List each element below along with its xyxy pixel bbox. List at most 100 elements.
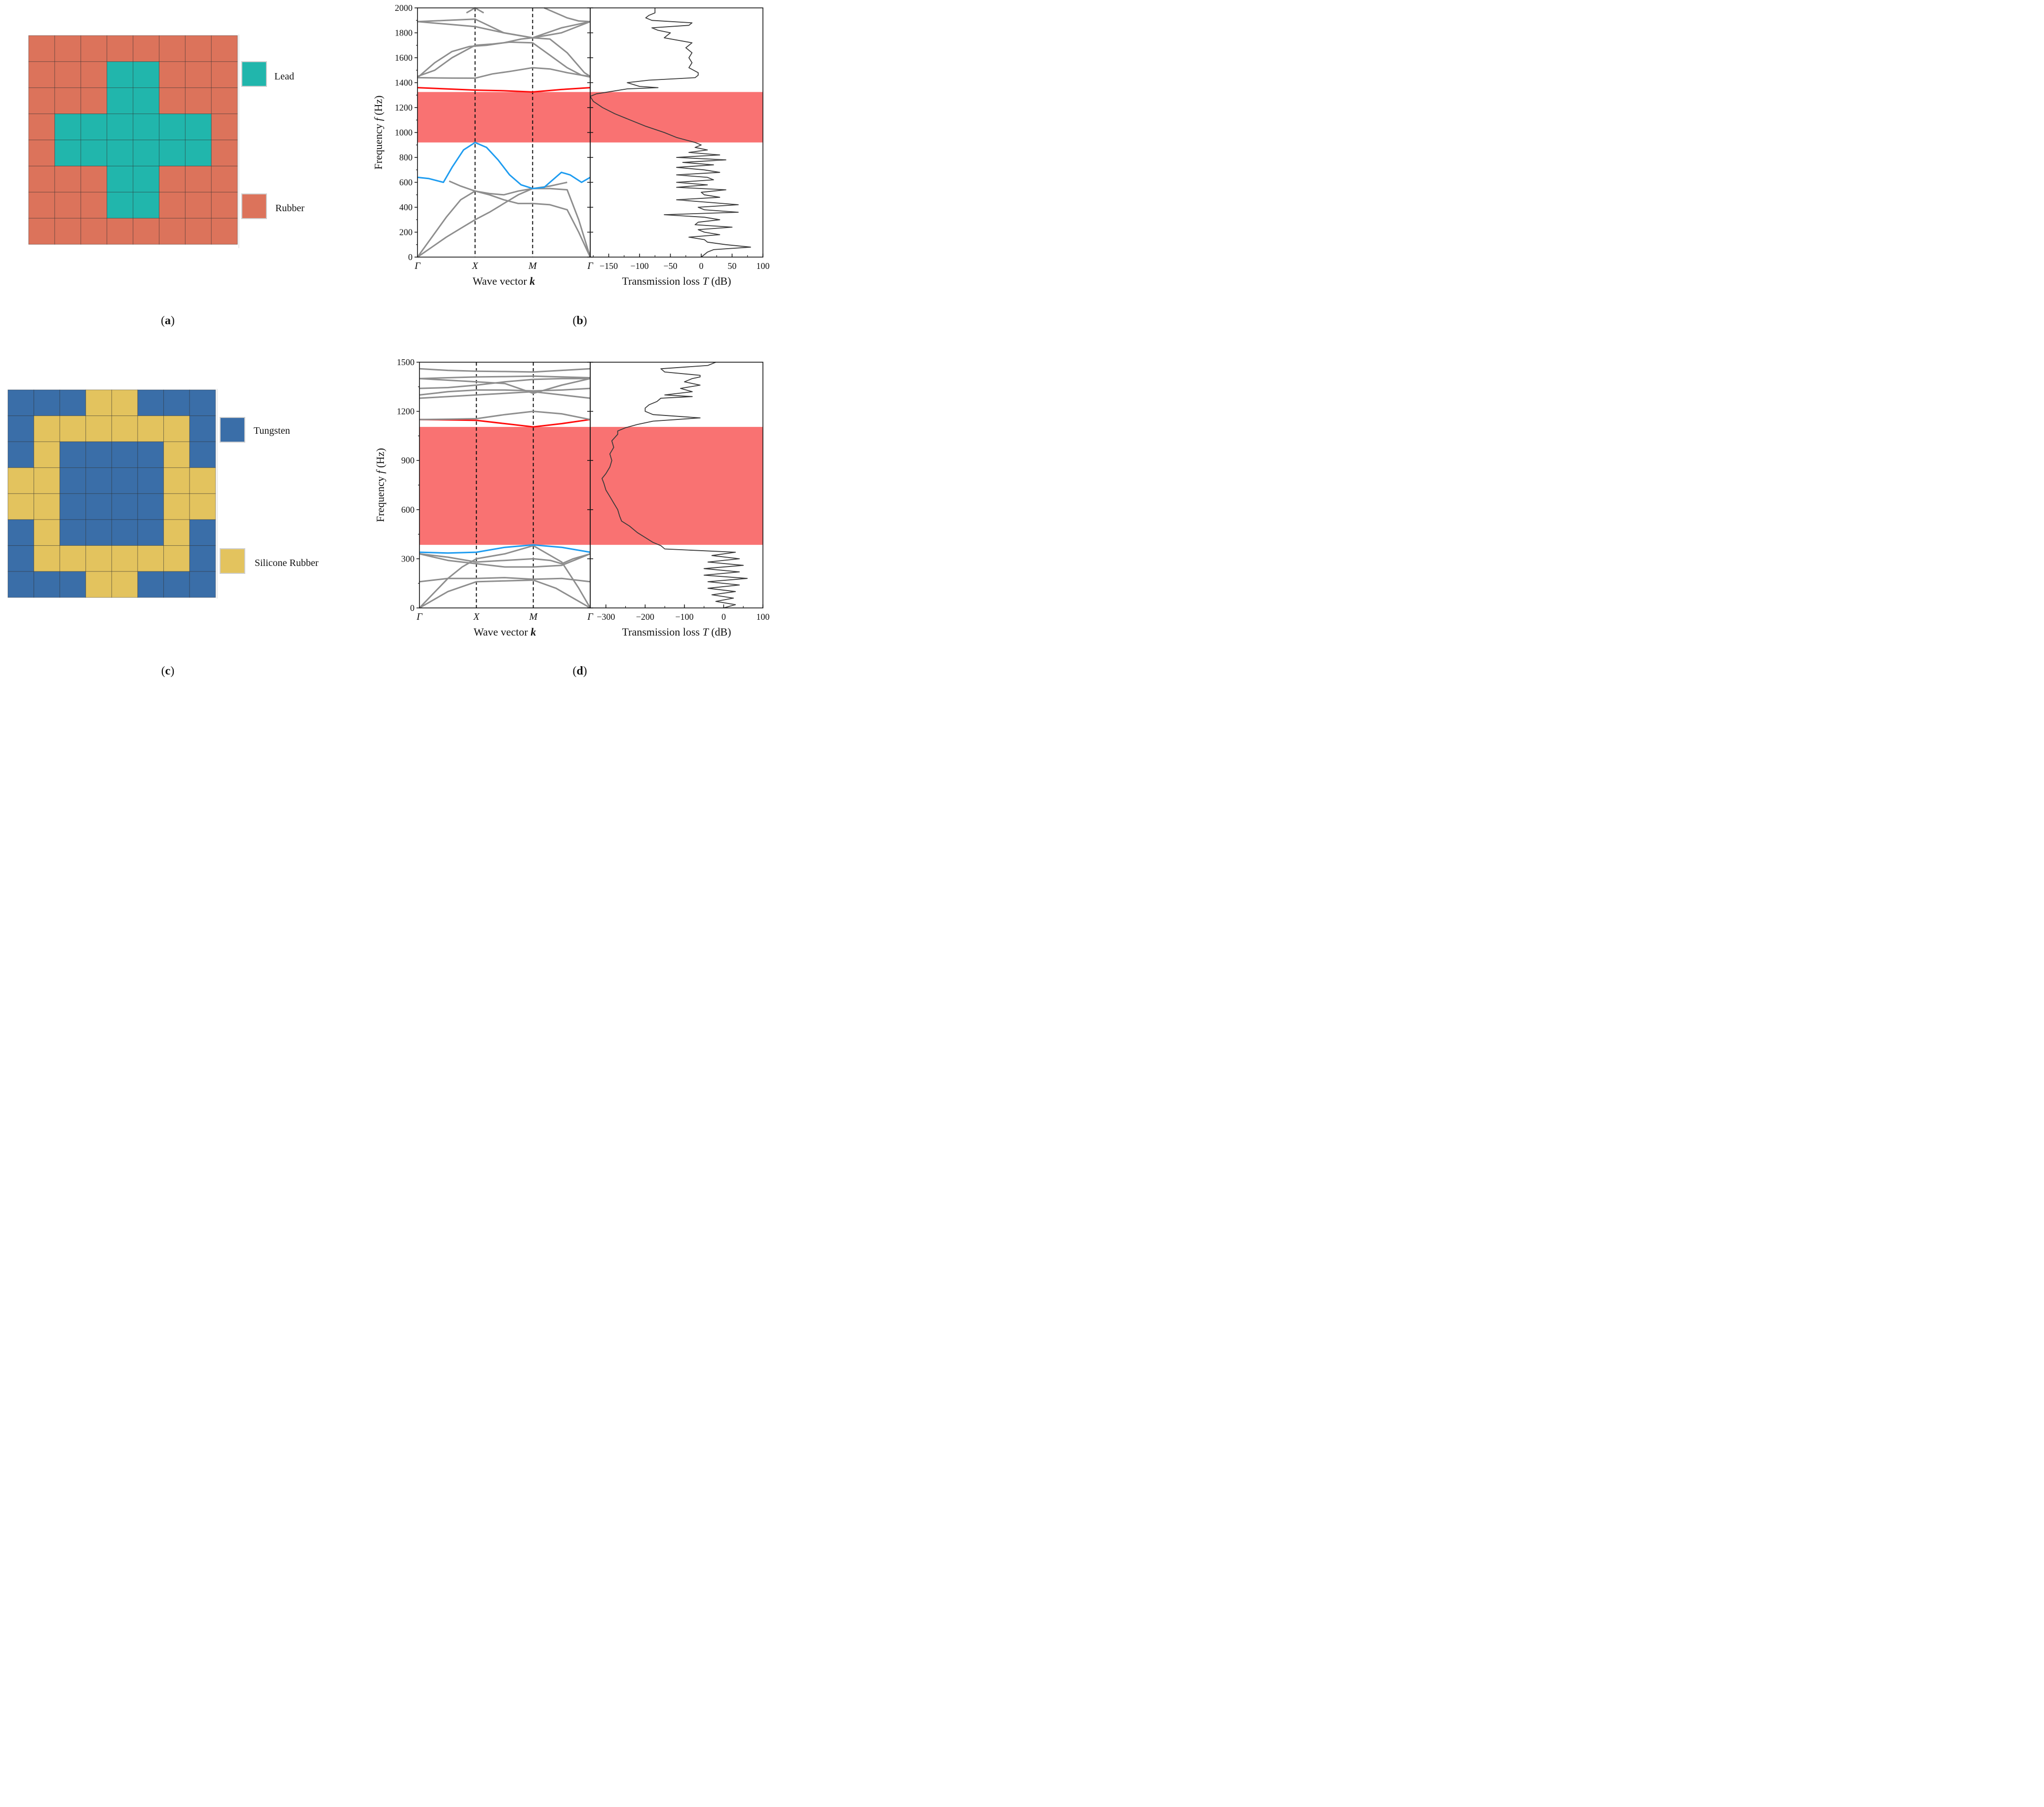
rubber-cell <box>185 61 212 88</box>
rubber-label: Rubber <box>275 203 304 214</box>
tungsten-cell <box>59 493 86 520</box>
tungsten-cell <box>7 519 35 546</box>
y-tick-label: 2000 <box>395 3 413 13</box>
silicone-rubber-cell <box>85 389 112 416</box>
tungsten-cell <box>7 441 35 468</box>
caption-d-letter: d <box>576 665 583 678</box>
band-2-curve <box>416 190 591 258</box>
silicone-rubber-swatch <box>220 548 245 574</box>
silicone-rubber-cell <box>85 571 112 598</box>
band-4-curve <box>419 553 591 568</box>
silicone-rubber-cell <box>137 415 164 442</box>
y-tick-label: 1200 <box>397 407 415 416</box>
wave-vector-label-part: Wave vector <box>474 626 531 638</box>
tungsten-swatch <box>220 417 245 443</box>
k-point-label: Γ <box>587 611 594 622</box>
rubber-swatch <box>241 193 267 219</box>
silicone-rubber-cell <box>34 519 60 546</box>
wave-vector-label-part: k <box>530 275 535 287</box>
silicone-rubber-cell <box>7 493 35 520</box>
y-tick-label: 200 <box>399 227 413 237</box>
rubber-cell <box>28 61 55 88</box>
lead-cell <box>107 61 134 88</box>
rubber-cell <box>185 87 212 114</box>
tl-tick-label: −150 <box>600 261 618 271</box>
y-axis-label-part: f <box>372 116 384 121</box>
band-14-curve <box>419 368 591 373</box>
rubber-cell <box>211 113 238 141</box>
rubber-cell <box>185 35 212 62</box>
k-point-label: Γ <box>414 261 421 271</box>
rubber-cell <box>211 140 238 167</box>
lead-cell <box>133 140 160 167</box>
tungsten-cell <box>85 493 112 520</box>
rubber-cell <box>211 35 238 62</box>
y-tick-label: 1500 <box>397 357 415 367</box>
legend-lead: Lead <box>241 61 294 87</box>
rubber-cell <box>159 87 186 114</box>
wave-vector-label-part: Wave vector <box>473 275 530 287</box>
rubber-cell <box>185 191 212 219</box>
band-9-curve <box>417 18 591 39</box>
rubber-cell <box>54 87 81 114</box>
tl-tick-label: 100 <box>757 612 770 622</box>
caption-b-letter: b <box>576 314 583 327</box>
tl-tick-label: 50 <box>728 261 737 271</box>
transmission-label-part: Transmission loss <box>622 626 702 638</box>
tungsten-cell <box>7 545 35 572</box>
band-7-curve <box>419 418 591 428</box>
lead-cell <box>185 140 212 167</box>
lead-swatch <box>241 61 267 87</box>
tl-tick-label: −50 <box>663 261 677 271</box>
tl-tick-label: 0 <box>699 261 704 271</box>
tungsten-cell <box>137 389 164 416</box>
tungsten-cell <box>59 571 86 598</box>
caption-c-letter: c <box>165 665 171 678</box>
lead-rubber-unit-cell <box>28 35 238 245</box>
rubber-cell <box>185 218 212 245</box>
wave-vector-axis-label: Wave vector k <box>474 626 536 638</box>
lead-cell <box>54 140 81 167</box>
tl-tick-label: 0 <box>721 612 726 622</box>
band-8-curve <box>419 411 591 420</box>
transmission-axis-label: Transmission loss T (dB) <box>622 275 731 287</box>
y-axis-label-part: (Hz) <box>372 95 384 118</box>
k-point-label: Γ <box>416 611 423 622</box>
rubber-cell <box>28 35 55 62</box>
tungsten-cell <box>163 571 190 598</box>
tungsten-cell <box>85 467 112 494</box>
band-10-curve <box>419 387 591 396</box>
lead-cell <box>133 87 160 114</box>
rubber-cell <box>133 218 160 245</box>
band-1-curve <box>417 188 591 258</box>
transmission-loss-curve <box>602 362 748 608</box>
rubber-cell <box>28 87 55 114</box>
tungsten-cell <box>137 467 164 494</box>
y-tick-label: 0 <box>408 252 413 262</box>
silicone-rubber-cell <box>85 415 112 442</box>
lead-cell <box>80 140 108 167</box>
caption-c: (c) <box>161 665 175 678</box>
silicone-rubber-cell <box>111 545 138 572</box>
transmission-loss-curve <box>590 8 751 258</box>
legend-silicone-rubber: Silicone Rubber <box>220 548 319 574</box>
silicone-rubber-cell <box>163 441 190 468</box>
silicone-rubber-cell <box>7 467 35 494</box>
caption-d: (d) <box>572 665 587 678</box>
rubber-cell <box>211 218 238 245</box>
tungsten-cell <box>7 415 35 442</box>
tl-tick-label: −200 <box>636 612 654 622</box>
y-tick-label: 0 <box>410 603 415 613</box>
tungsten-cell <box>189 441 216 468</box>
k-point-label: X <box>472 261 479 271</box>
silicone-rubber-cell <box>163 493 190 520</box>
rubber-cell <box>211 61 238 88</box>
rubber-cell <box>80 61 108 88</box>
rubber-cell <box>211 166 238 192</box>
rubber-cell <box>54 191 81 219</box>
band-6-curve <box>419 544 591 554</box>
rubber-cell <box>54 61 81 88</box>
y-axis-label-part: Frequency <box>372 121 384 169</box>
transmission-label-part: (dB) <box>709 275 731 287</box>
silicone-rubber-label: Silicone Rubber <box>255 558 319 568</box>
